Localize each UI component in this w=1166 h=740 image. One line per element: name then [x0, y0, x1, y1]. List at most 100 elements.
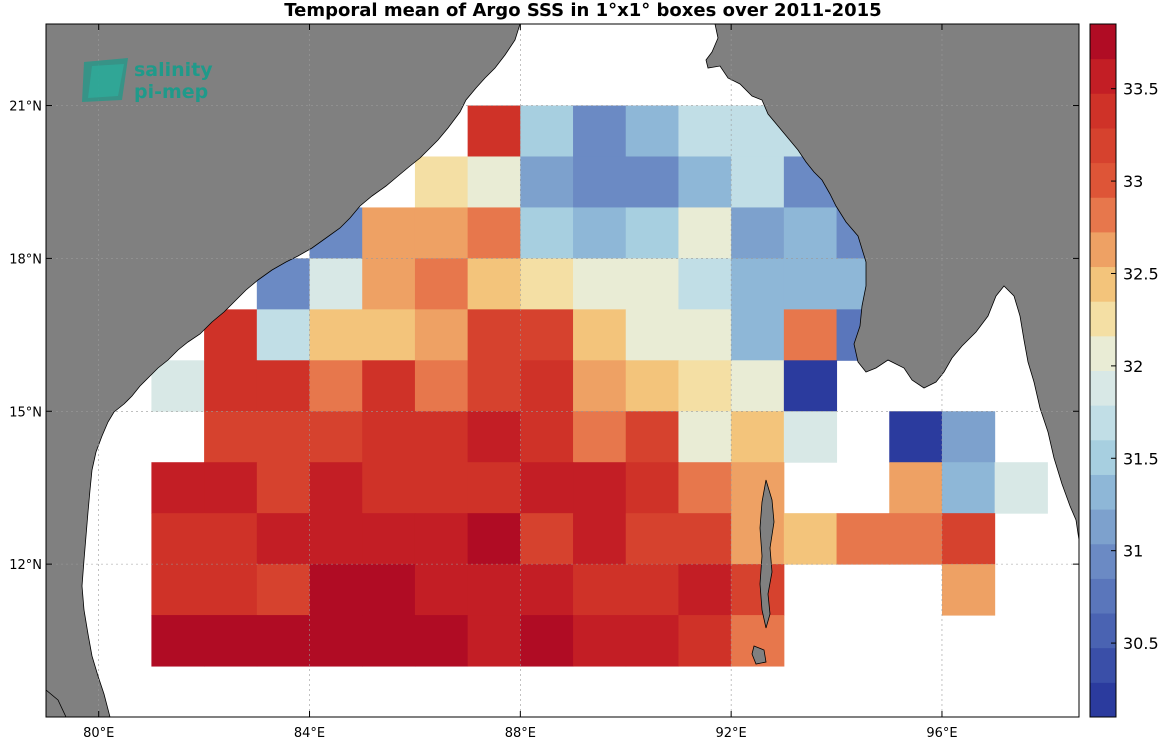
logo-mark-stripe-icon — [88, 64, 124, 98]
colorbar-tick-label: 32.5 — [1123, 264, 1159, 283]
sss-cell — [678, 513, 732, 565]
sss-cell — [467, 309, 521, 361]
sss-cell — [573, 156, 627, 208]
y-tick-label: 15°N — [9, 405, 42, 420]
sss-cell — [783, 258, 838, 310]
chart-title: Temporal mean of Argo SSS in 1°x1° boxes… — [284, 0, 882, 21]
sss-cell — [731, 207, 785, 259]
sss-cell — [362, 462, 416, 514]
sss-cell — [520, 105, 574, 157]
sss-cell — [309, 309, 363, 361]
sss-cell — [520, 615, 574, 667]
sss-cell — [467, 615, 521, 667]
sss-cell — [573, 411, 627, 463]
sss-cell — [625, 156, 679, 208]
plot-frame — [45, 23, 1080, 718]
sss-cell — [204, 564, 258, 616]
land-west — [46, 24, 521, 717]
land-andaman-islands — [759, 479, 775, 629]
sss-cell — [573, 462, 627, 514]
sss-cell — [414, 411, 469, 463]
sss-cell — [151, 564, 205, 616]
sss-cell — [520, 564, 574, 616]
sss-cell — [204, 615, 258, 667]
y-tick-label: 12°N — [9, 558, 42, 573]
sss-cell — [941, 513, 996, 565]
sss-cell — [309, 360, 363, 412]
sss-cell — [678, 207, 732, 259]
sss-cell — [678, 105, 732, 157]
sss-cell — [414, 564, 469, 616]
colorbar-segment — [1090, 301, 1116, 337]
sss-cell — [151, 513, 205, 565]
sss-cell — [467, 564, 521, 616]
colorbar-tick-label: 33 — [1123, 172, 1143, 191]
sss-cell — [625, 309, 679, 361]
sss-cell — [467, 360, 521, 412]
sss-cell — [678, 564, 732, 616]
sss-cell — [783, 309, 838, 361]
colorbar-segment — [1090, 578, 1116, 614]
sss-cell — [783, 360, 838, 412]
colorbar-segment — [1090, 509, 1116, 545]
colorbar-tick-label: 31 — [1123, 542, 1143, 561]
sss-cell — [625, 258, 679, 310]
sss-cell — [625, 411, 679, 463]
sss-cell — [625, 105, 679, 157]
colorbar-frame — [1089, 23, 1117, 718]
sss-cell — [678, 258, 732, 310]
sss-cell — [204, 360, 258, 412]
sss-cell — [678, 615, 732, 667]
x-tick-label: 88°E — [505, 726, 536, 740]
sss-cell — [362, 615, 416, 667]
sss-cell — [731, 309, 785, 361]
sss-cell — [467, 105, 521, 157]
sss-cell — [731, 258, 785, 310]
sss-cell — [625, 615, 679, 667]
sss-cell — [309, 258, 363, 310]
sss-cell — [941, 462, 996, 514]
sss-cell — [731, 564, 785, 616]
sss-cell — [362, 513, 416, 565]
colorbar-segment — [1090, 231, 1116, 268]
sss-cell — [941, 564, 996, 616]
sss-cell — [467, 207, 521, 259]
colorbar-segment — [1090, 162, 1116, 198]
sss-cell — [204, 411, 258, 463]
sss-cell — [256, 309, 311, 361]
sss-cell — [362, 411, 416, 463]
sss-cell — [889, 513, 943, 565]
colorbar-segment — [1090, 647, 1116, 683]
colorbar-segment — [1090, 370, 1116, 406]
sss-cell — [414, 513, 469, 565]
sss-cell — [625, 513, 679, 565]
sss-cell — [309, 564, 363, 616]
sss-cell — [731, 411, 785, 463]
colorbar: 30.5 31 31.5 32 32.5 33 33.5 — [1089, 23, 1159, 718]
sss-cell — [731, 360, 785, 412]
colorbar-tick-label: 31.5 — [1123, 449, 1159, 468]
colorbar-segment — [1090, 266, 1116, 302]
sss-cell — [520, 156, 574, 208]
sss-cell — [520, 309, 574, 361]
sss-cell — [309, 411, 363, 463]
logo-line2: pi-mep — [134, 81, 208, 103]
sss-cell — [414, 309, 469, 361]
sss-cell — [625, 462, 679, 514]
colorbar-tick-label: 30.5 — [1123, 634, 1159, 653]
sss-cell — [362, 258, 416, 310]
sss-cell — [362, 207, 416, 259]
colorbar-segment — [1090, 93, 1116, 129]
colorbar-segment — [1090, 405, 1116, 441]
sss-cell — [151, 615, 205, 667]
sss-cell — [414, 156, 469, 208]
sss-cell — [678, 156, 732, 208]
sss-cell — [731, 156, 785, 208]
sss-cell — [889, 462, 943, 514]
sss-cell — [678, 462, 732, 514]
x-tick-label: 96°E — [926, 726, 957, 740]
sss-cell — [520, 411, 574, 463]
sss-cell — [256, 564, 311, 616]
sss-cell — [573, 360, 627, 412]
